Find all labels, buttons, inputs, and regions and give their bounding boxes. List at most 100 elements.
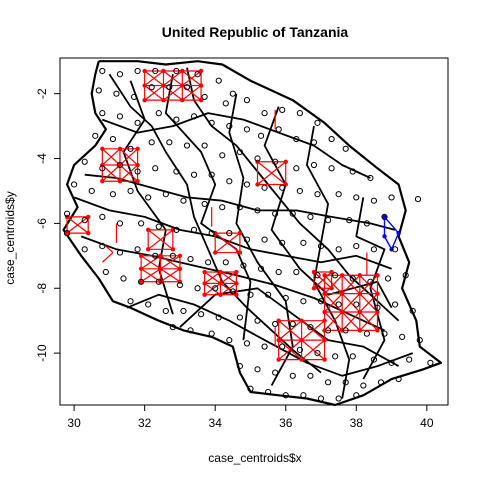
centroid-point [314,191,321,198]
centroid-point [169,324,176,331]
red-link-6-4 [66,216,89,234]
centroid-point [243,126,251,133]
red-node-4 [357,328,363,333]
centroid-point [208,330,215,337]
centroid-point [293,135,300,143]
centroid-point [187,327,194,334]
red-node-1 [100,146,105,152]
centroid-point [243,181,251,188]
x-tick-label-38: 38 [350,416,364,430]
red-link-1-17 [119,164,139,182]
centroid-point [63,230,71,237]
centroid-point [201,93,208,101]
red-node-2 [158,253,163,259]
y-tick-label-1: -4 [35,153,49,164]
red-link-5-6 [278,320,303,341]
district-boundary-8 [101,112,371,179]
red-link-1-8 [119,148,139,166]
red-node-6 [64,230,70,236]
red-node-4 [375,328,380,333]
x-tick-label-36: 36 [279,416,293,430]
chart-title: United Republic of Tanzania [162,24,349,40]
red-node-2 [138,279,144,284]
centroid-point [226,337,233,344]
red-node-4 [339,273,345,278]
centroid-point [208,230,215,237]
centroid-point [215,314,222,321]
centroid-point [243,236,251,243]
centroid-point [134,246,141,253]
centroid-point [229,90,236,97]
centroid-point [402,272,409,279]
centroid-point [279,106,286,113]
red-node-9 [237,250,243,255]
centroid-point [257,132,265,139]
centroid-point [335,301,342,308]
red-node-3 [218,292,223,297]
centroid-point [300,392,307,399]
red-node-0 [180,68,185,74]
centroid-point [222,100,229,107]
centroid-point [307,324,314,331]
centroid-point [265,291,272,298]
red-node-4 [375,309,380,315]
centroid-point [261,236,268,243]
district-boundary-4 [126,293,414,377]
centroid-point [162,191,169,198]
centroid-point [71,181,78,188]
centroid-point [155,110,162,117]
centroid-point [381,213,388,221]
district-boundary-12 [164,74,252,341]
red-link-4-23 [341,293,361,313]
red-link-4-25 [359,293,378,313]
centroid-point [377,379,385,386]
centroid-point [409,307,416,315]
centroid-point [63,210,71,217]
centroid-point [254,155,261,162]
centroid-point [173,226,180,233]
red-node-2 [138,266,144,271]
y-axis: -2 -4 -6 -8 -10 [35,88,60,362]
centroid-point [374,304,381,311]
district-boundary-5 [228,93,294,386]
red-link-4-36 [341,311,361,331]
centroid-point [363,330,370,337]
centroid-point [102,268,109,276]
centroid-point [388,359,395,366]
centroid-point [173,116,180,123]
centroid-point [187,255,194,263]
centroid-point [226,230,233,237]
centroid-point [116,113,124,120]
red-link-5-15 [278,339,303,361]
centroid-point [166,139,173,146]
centroid-point [314,350,321,357]
red-node-0 [198,68,204,74]
centroid-point [363,220,370,227]
red-node-0 [198,97,204,103]
red-link-0-23 [163,85,183,101]
red-link-0-19 [144,85,164,101]
centroid-point [328,165,335,172]
centroid-point [307,372,314,379]
red-link-4-10 [341,274,361,295]
centroid-point [384,275,392,282]
centroid-point [222,259,229,266]
centroid-point [212,285,219,292]
x-tick-label-40: 40 [420,416,434,430]
centroid-point [148,84,155,91]
centroid-point [173,67,180,75]
centroid-points [63,67,434,402]
red-node-5 [276,337,281,343]
red-node-5 [299,318,304,323]
red-link-5-8 [301,320,325,341]
red-link-1-15 [101,164,121,182]
centroid-point [360,382,367,389]
centroid-point [282,392,289,399]
red-node-4 [375,291,380,296]
centroid-point [261,343,268,350]
red-node-10 [311,269,317,275]
centroid-point [324,327,332,334]
red-link-3-17 [220,282,237,296]
centroid-point [349,353,356,360]
